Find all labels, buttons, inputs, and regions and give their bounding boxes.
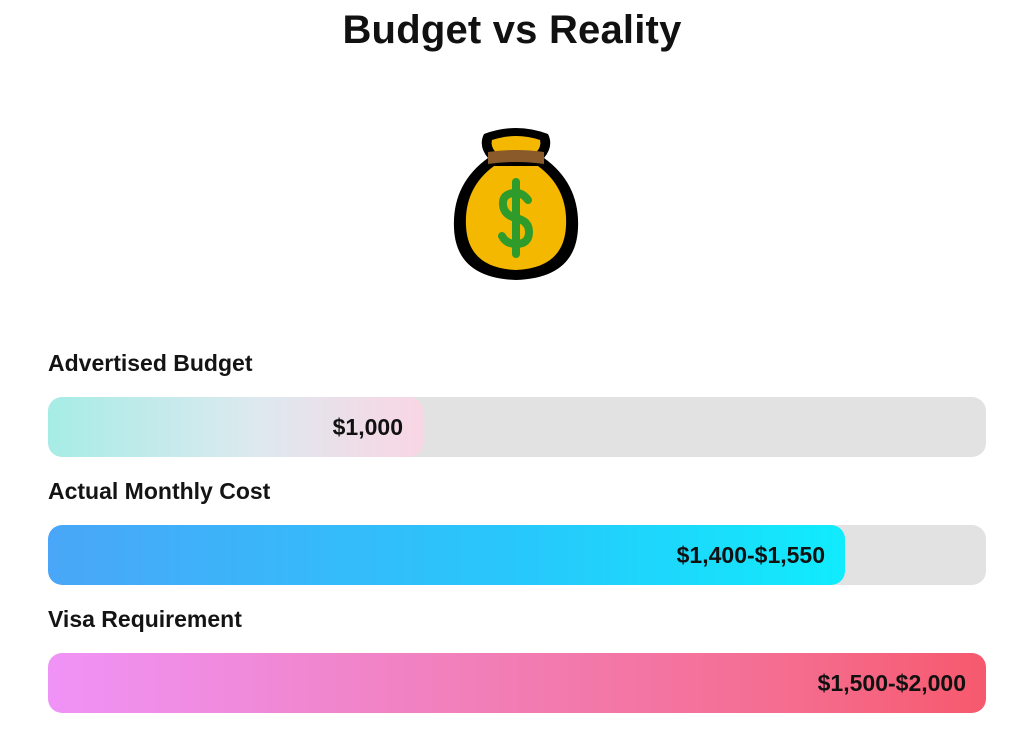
money-bag-icon [448, 122, 584, 286]
data-label: $1,000 [332, 414, 403, 440]
data-label: $1,500-$2,000 [817, 670, 966, 696]
bar [48, 653, 986, 713]
category-label: Advertised Budget [48, 350, 253, 376]
bar-track: $1,000 [48, 397, 986, 457]
bar-chart: Advertised Budget $1,000 Actual Monthly Co… [48, 348, 986, 732]
bar-row: Actual Monthly Cost $1,400-$1,550 [48, 476, 986, 585]
category-label: Visa Requirement [48, 606, 242, 632]
bar-track: $1,400-$1,550 [48, 525, 986, 585]
chart-title: Budget vs Reality [342, 8, 682, 52]
bar [48, 397, 423, 457]
bar-row: Advertised Budget $1,000 [48, 348, 986, 457]
bar-track: $1,500-$2,000 [48, 653, 986, 713]
bar-row: Visa Requirement $1,500-$2,000 [48, 604, 986, 713]
bar [48, 525, 845, 585]
data-label: $1,400-$1,550 [676, 542, 825, 568]
category-label: Actual Monthly Cost [48, 478, 271, 504]
